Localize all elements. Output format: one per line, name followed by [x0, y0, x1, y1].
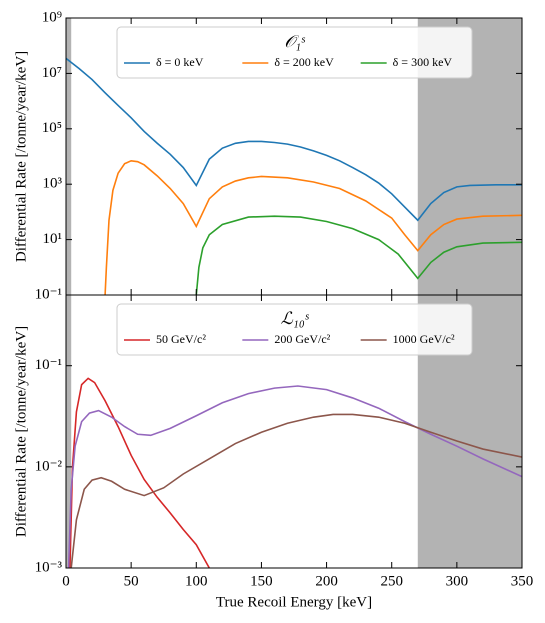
legend-box [116, 26, 473, 79]
x-tick-label: 0 [62, 573, 70, 589]
series-line [195, 215, 522, 295]
series-line [104, 159, 522, 295]
x-tick-label: 100 [185, 573, 208, 589]
legend-label: 200 GeV/c² [274, 332, 330, 346]
legend-label: δ = 300 keV [393, 55, 453, 69]
y-tick-label: 10⁵ [42, 120, 62, 136]
axes-frame [65, 294, 523, 569]
y-tick-label: 10⁻¹ [35, 286, 62, 302]
y-tick-label: 10⁷ [42, 65, 62, 81]
legend-label: δ = 200 keV [274, 55, 334, 69]
panel: 10⁻³ 10⁻² 10⁻¹ 0 50 100 150 200 250 300 350 Differe… [13, 294, 534, 610]
y-axis-label: Differential Rate [/tonne/year/keV] [13, 326, 29, 537]
x-tick-label: 350 [511, 573, 534, 589]
y-tick-label: 10⁻³ [35, 559, 63, 575]
x-tick-label: 150 [250, 573, 273, 589]
y-tick-label: 10⁹ [42, 9, 62, 25]
legend: 𝒪₁ˢ δ = 0 keV δ = 200 keV δ = 300 keV [116, 26, 473, 79]
y-tick-label: 10⁻¹ [35, 357, 62, 373]
legend-label: 50 GeV/c² [156, 332, 206, 346]
panel: 10⁻¹ 10¹ 10³ 10⁵ 10⁷ 10⁹ Differential Rate [/t… [13, 9, 523, 302]
legend-label: 1000 GeV/c² [393, 332, 455, 346]
legend-title: 𝒪₁ˢ [284, 32, 306, 51]
x-tick-label: 250 [380, 573, 403, 589]
x-tick-label: 300 [446, 573, 469, 589]
legend-box [116, 303, 473, 356]
lines [67, 377, 522, 568]
legend: ℒ₁₀ˢ 50 GeV/c² 200 GeV/c² 1000 GeV/c² [116, 303, 473, 356]
series-line [70, 413, 522, 568]
y-axis-label: Differential Rate [/tonne/year/keV] [13, 51, 29, 262]
shaded-region [66, 295, 72, 568]
legend-label: δ = 0 keV [156, 55, 204, 69]
series-line [69, 377, 211, 568]
legend-title: ℒ₁₀ˢ [281, 309, 310, 328]
y-tick-label: 10³ [43, 176, 63, 192]
x-axis-label: True Recoil Energy [keV] [216, 594, 372, 610]
series-line [66, 57, 522, 222]
lines [66, 57, 522, 295]
x-tick-label: 200 [315, 573, 338, 589]
series-line [67, 385, 522, 568]
shaded-region [66, 18, 72, 295]
x-tick-label: 50 [124, 573, 139, 589]
y-tick-label: 10¹ [43, 231, 63, 247]
y-tick-label: 10⁻² [35, 458, 63, 474]
